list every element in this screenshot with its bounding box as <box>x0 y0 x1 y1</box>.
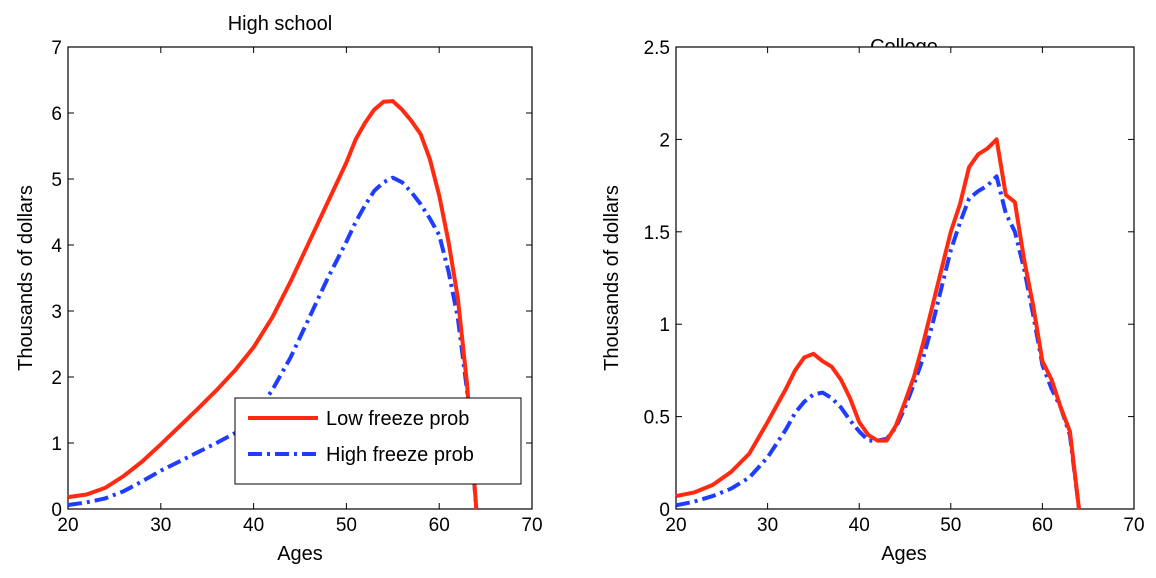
x-tick-label: 30 <box>150 515 171 536</box>
y-tick-label: 6 <box>51 104 62 125</box>
tick-group: 20 30 40 50 60 70 0 0.5 1 1.5 2 2.5 <box>644 38 1145 536</box>
y-tick-label: 0.5 <box>644 408 670 429</box>
y-tick-label: 0 <box>659 500 670 521</box>
x-tick-label: 70 <box>521 515 542 536</box>
x-tick-label: 50 <box>940 515 961 536</box>
x-tick-label: 50 <box>336 515 357 536</box>
x-tick-label: 60 <box>1032 515 1053 536</box>
x-tick-label: 70 <box>1123 515 1144 536</box>
y-tick-label: 2 <box>659 130 670 151</box>
y-axis-title: Thousands of dollars <box>15 185 37 371</box>
series-line-low-freeze <box>675 137 1081 510</box>
series-line-low-freeze <box>67 99 479 510</box>
legend-box <box>234 397 522 485</box>
series-group <box>675 137 1081 510</box>
y-tick-label: 4 <box>51 236 62 257</box>
y-tick-label: 1 <box>51 434 62 455</box>
x-axis-title: Ages <box>277 543 323 565</box>
x-tick-label: 20 <box>665 515 686 536</box>
legend-label-high: High freeze prob <box>326 444 474 466</box>
plot-frame <box>675 46 1135 510</box>
y-tick-label: 5 <box>51 170 62 191</box>
x-tick-label: 30 <box>757 515 778 536</box>
x-axis-title: Ages <box>881 543 927 565</box>
panel-title: High school <box>228 13 333 35</box>
series-line-high-freeze <box>67 175 479 510</box>
tick-group: 20 30 40 50 60 70 0 1 2 3 4 5 6 7 <box>51 38 542 536</box>
legend: Low freeze prob High freeze prob <box>234 397 522 485</box>
panel-high-school: High school 20 30 40 50 60 70 0 1 2 3 4 5 6 7 Ages Th… <box>15 13 543 565</box>
y-tick-label: 1.5 <box>644 223 670 244</box>
y-tick-label: 2.5 <box>644 38 670 59</box>
y-tick-label: 7 <box>51 38 62 59</box>
x-tick-label: 60 <box>429 515 450 536</box>
y-tick-label: 3 <box>51 302 62 323</box>
y-tick-label: 1 <box>659 315 670 336</box>
y-axis-title: Thousands of dollars <box>601 185 623 371</box>
x-tick-label: 40 <box>849 515 870 536</box>
series-line-high-freeze <box>675 174 1081 510</box>
x-tick-label: 20 <box>57 515 78 536</box>
series-group <box>67 99 479 510</box>
legend-label-low: Low freeze prob <box>326 408 469 430</box>
y-tick-label: 0 <box>51 500 62 521</box>
x-tick-label: 40 <box>243 515 264 536</box>
y-tick-label: 2 <box>51 368 62 389</box>
